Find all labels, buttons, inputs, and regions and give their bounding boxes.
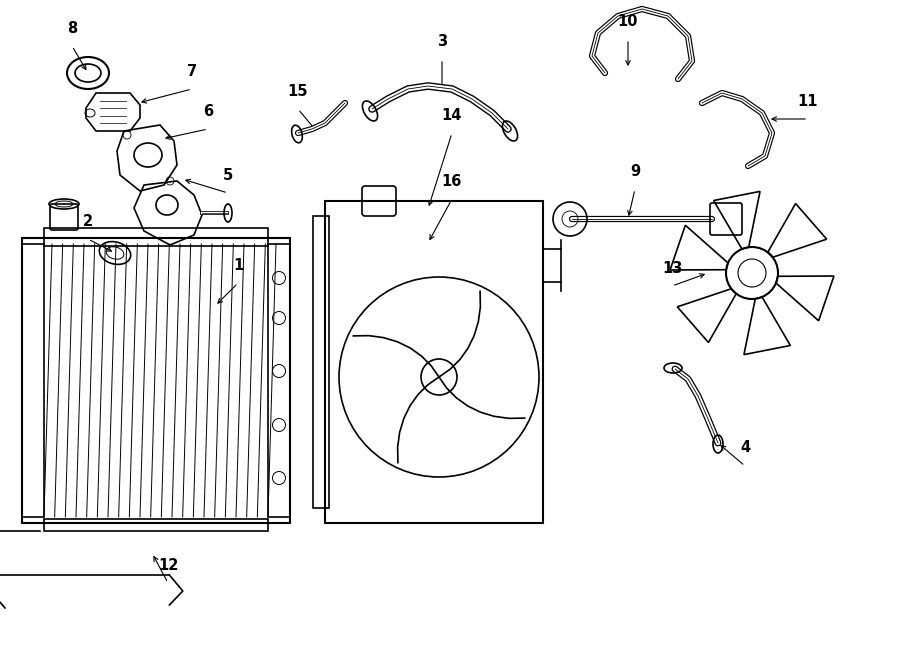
Bar: [313, 216, 329, 508]
Text: 4: 4: [740, 440, 750, 455]
Text: 5: 5: [223, 167, 233, 182]
Text: 15: 15: [288, 83, 308, 98]
Text: 10: 10: [617, 13, 638, 28]
Text: 9: 9: [630, 163, 640, 178]
Text: 7: 7: [187, 63, 197, 79]
Text: 6: 6: [202, 104, 213, 118]
Bar: [22, 238, 290, 523]
Bar: [325, 201, 543, 523]
Bar: [44, 228, 268, 246]
Text: 8: 8: [67, 20, 77, 36]
Text: 13: 13: [662, 260, 682, 276]
Text: 2: 2: [83, 214, 93, 229]
Text: 1: 1: [233, 258, 243, 272]
Text: 14: 14: [442, 108, 463, 122]
Text: 3: 3: [436, 34, 447, 48]
Bar: [268, 244, 290, 517]
Bar: [44, 519, 268, 531]
Bar: [22, 244, 44, 517]
Text: 16: 16: [442, 173, 463, 188]
Text: 12: 12: [158, 557, 178, 572]
Text: 11: 11: [797, 93, 818, 108]
